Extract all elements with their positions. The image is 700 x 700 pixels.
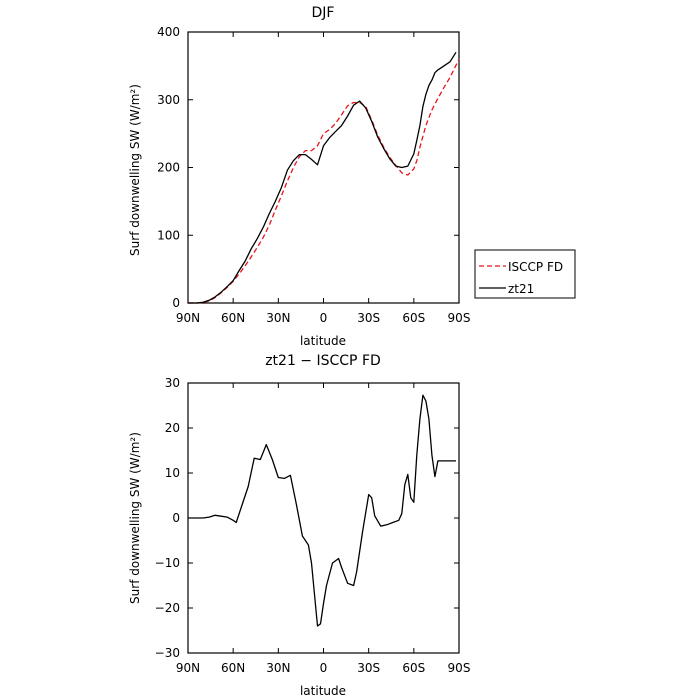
top-panel: DJF 90N 60N 30N 0 30S 60S 90S 0 100 200 300 400 lat… bbox=[128, 5, 576, 348]
bottom-x-tick-label: 30N bbox=[266, 661, 290, 675]
bottom-y-axis-title: Surf downwelling SW (W/m²) bbox=[128, 432, 142, 604]
bottom-x-tick-label: 0 bbox=[320, 661, 328, 675]
bottom-y-tick-label: 30 bbox=[165, 376, 180, 390]
bottom-y-tick-label: −10 bbox=[155, 556, 180, 570]
top-y-tick-label: 200 bbox=[157, 161, 180, 175]
top-x-tick-label: 0 bbox=[320, 311, 328, 325]
top-x-tick-label: 60N bbox=[221, 311, 245, 325]
top-series-group bbox=[188, 51, 460, 304]
legend-label-isccp: ISCCP FD bbox=[508, 260, 563, 274]
bottom-series-line-difference bbox=[188, 394, 456, 627]
top-x-tick-label: 90N bbox=[176, 311, 200, 325]
top-x-axis-title: latitude bbox=[300, 334, 346, 348]
top-series-line-zt21 bbox=[188, 51, 457, 304]
top-panel-title: DJF bbox=[312, 5, 335, 21]
legend-box bbox=[474, 249, 576, 299]
bottom-x-tick-label: 60S bbox=[402, 661, 425, 675]
legend-label-zt21: zt21 bbox=[508, 282, 534, 296]
bottom-x-tick-label: 90N bbox=[176, 661, 200, 675]
legend: ISCCP FD zt21 bbox=[474, 249, 576, 299]
bottom-y-tick-label: −20 bbox=[155, 601, 180, 615]
bottom-y-tick-label: 10 bbox=[165, 466, 180, 480]
bottom-x-tick-label: 60N bbox=[221, 661, 245, 675]
top-y-tick-label: 300 bbox=[157, 93, 180, 107]
top-plot-frame bbox=[187, 31, 460, 304]
top-y-tick-label: 0 bbox=[172, 296, 180, 310]
top-x-tick-label: 30N bbox=[266, 311, 290, 325]
bottom-x-tick-label: 90S bbox=[448, 661, 471, 675]
bottom-panel-title: zt21 − ISCCP FD bbox=[265, 353, 381, 369]
bottom-y-tick-label: −30 bbox=[155, 646, 180, 660]
top-y-axis-title: Surf downwelling SW (W/m²) bbox=[128, 84, 142, 256]
top-x-tick-label: 90S bbox=[448, 311, 471, 325]
bottom-axes: 90N 60N 30N 0 30S 60S 90S −30 −20 −10 0 10 20 30 bbox=[155, 376, 471, 675]
bottom-y-tick-label: 20 bbox=[165, 421, 180, 435]
bottom-series-group bbox=[188, 394, 456, 627]
bottom-panel: zt21 − ISCCP FD 90N 60N 30N 0 30S 60S 90S −30 −2… bbox=[128, 353, 470, 698]
top-x-tick-label: 30S bbox=[357, 311, 380, 325]
bottom-y-tick-label: 0 bbox=[172, 511, 180, 525]
top-series-line-isccp-fd bbox=[188, 58, 460, 304]
bottom-x-axis-title: latitude bbox=[300, 684, 346, 698]
top-y-tick-label: 100 bbox=[157, 228, 180, 242]
top-axes: 90N 60N 30N 0 30S 60S 90S 0 100 200 300 400 bbox=[157, 25, 470, 325]
top-y-tick-label: 400 bbox=[157, 25, 180, 39]
top-x-tick-label: 60S bbox=[402, 311, 425, 325]
bottom-x-tick-label: 30S bbox=[357, 661, 380, 675]
